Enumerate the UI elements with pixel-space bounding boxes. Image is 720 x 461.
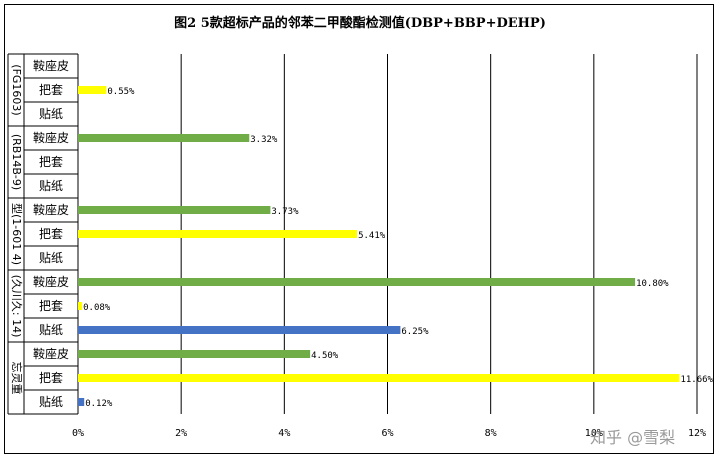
x-tick-label: 10% [585,428,603,439]
x-tick-label: 12% [688,428,706,439]
bar [78,374,680,382]
x-tick-label: 4% [278,428,290,439]
group-label: (FG1603) [10,64,23,115]
x-tick-label: 0% [72,428,84,439]
data-label: 0.55% [107,87,135,97]
bar [78,134,250,142]
bar [78,86,107,94]
category-label: 贴纸 [39,323,63,337]
group-label: 型(1-601 4) [10,203,24,265]
category-label: 贴纸 [39,395,63,409]
category-label: 贴纸 [39,179,63,193]
bar [78,350,311,358]
category-label: 把套 [39,155,63,169]
data-label: 4.50% [311,351,339,361]
group-label: (久川久: 14) [10,275,23,338]
data-label: 0.08% [83,303,111,313]
bar [78,206,271,214]
category-label: 把套 [39,371,63,385]
x-tick-label: 8% [485,428,497,439]
bar [78,302,83,310]
category-label: 把套 [39,299,63,313]
category-label: 把套 [39,83,63,97]
category-label: 贴纸 [39,107,63,121]
bar [78,278,636,286]
category-label: 把套 [39,227,63,241]
group-label: (RB14B-9) [10,134,23,190]
category-label: 鞍座皮 [33,202,69,217]
watermark: 知乎 @雪梨 [590,428,676,447]
category-label: 贴纸 [39,251,63,265]
category-label: 鞍座皮 [33,274,69,289]
x-tick-label: 2% [175,428,187,439]
data-label: 3.32% [250,135,278,145]
chart-title: 图2 5款超标产品的邻苯二甲酸酯检测值(DBP+BBP+DEHP) [174,16,546,31]
bar [78,398,85,406]
category-label: 鞍座皮 [33,346,69,361]
data-label: 11.66% [680,375,713,385]
data-label: 6.25% [401,327,429,337]
category-label: 鞍座皮 [33,130,69,145]
data-label: 5.41% [358,231,386,241]
bar [78,230,358,238]
group-label: 忘灵重 [10,362,24,395]
data-label: 3.73% [271,207,299,217]
data-label: 10.80% [636,279,669,289]
x-tick-label: 6% [381,428,393,439]
data-label: 0.12% [85,399,113,409]
bar [78,326,401,334]
category-label: 鞍座皮 [33,58,69,73]
